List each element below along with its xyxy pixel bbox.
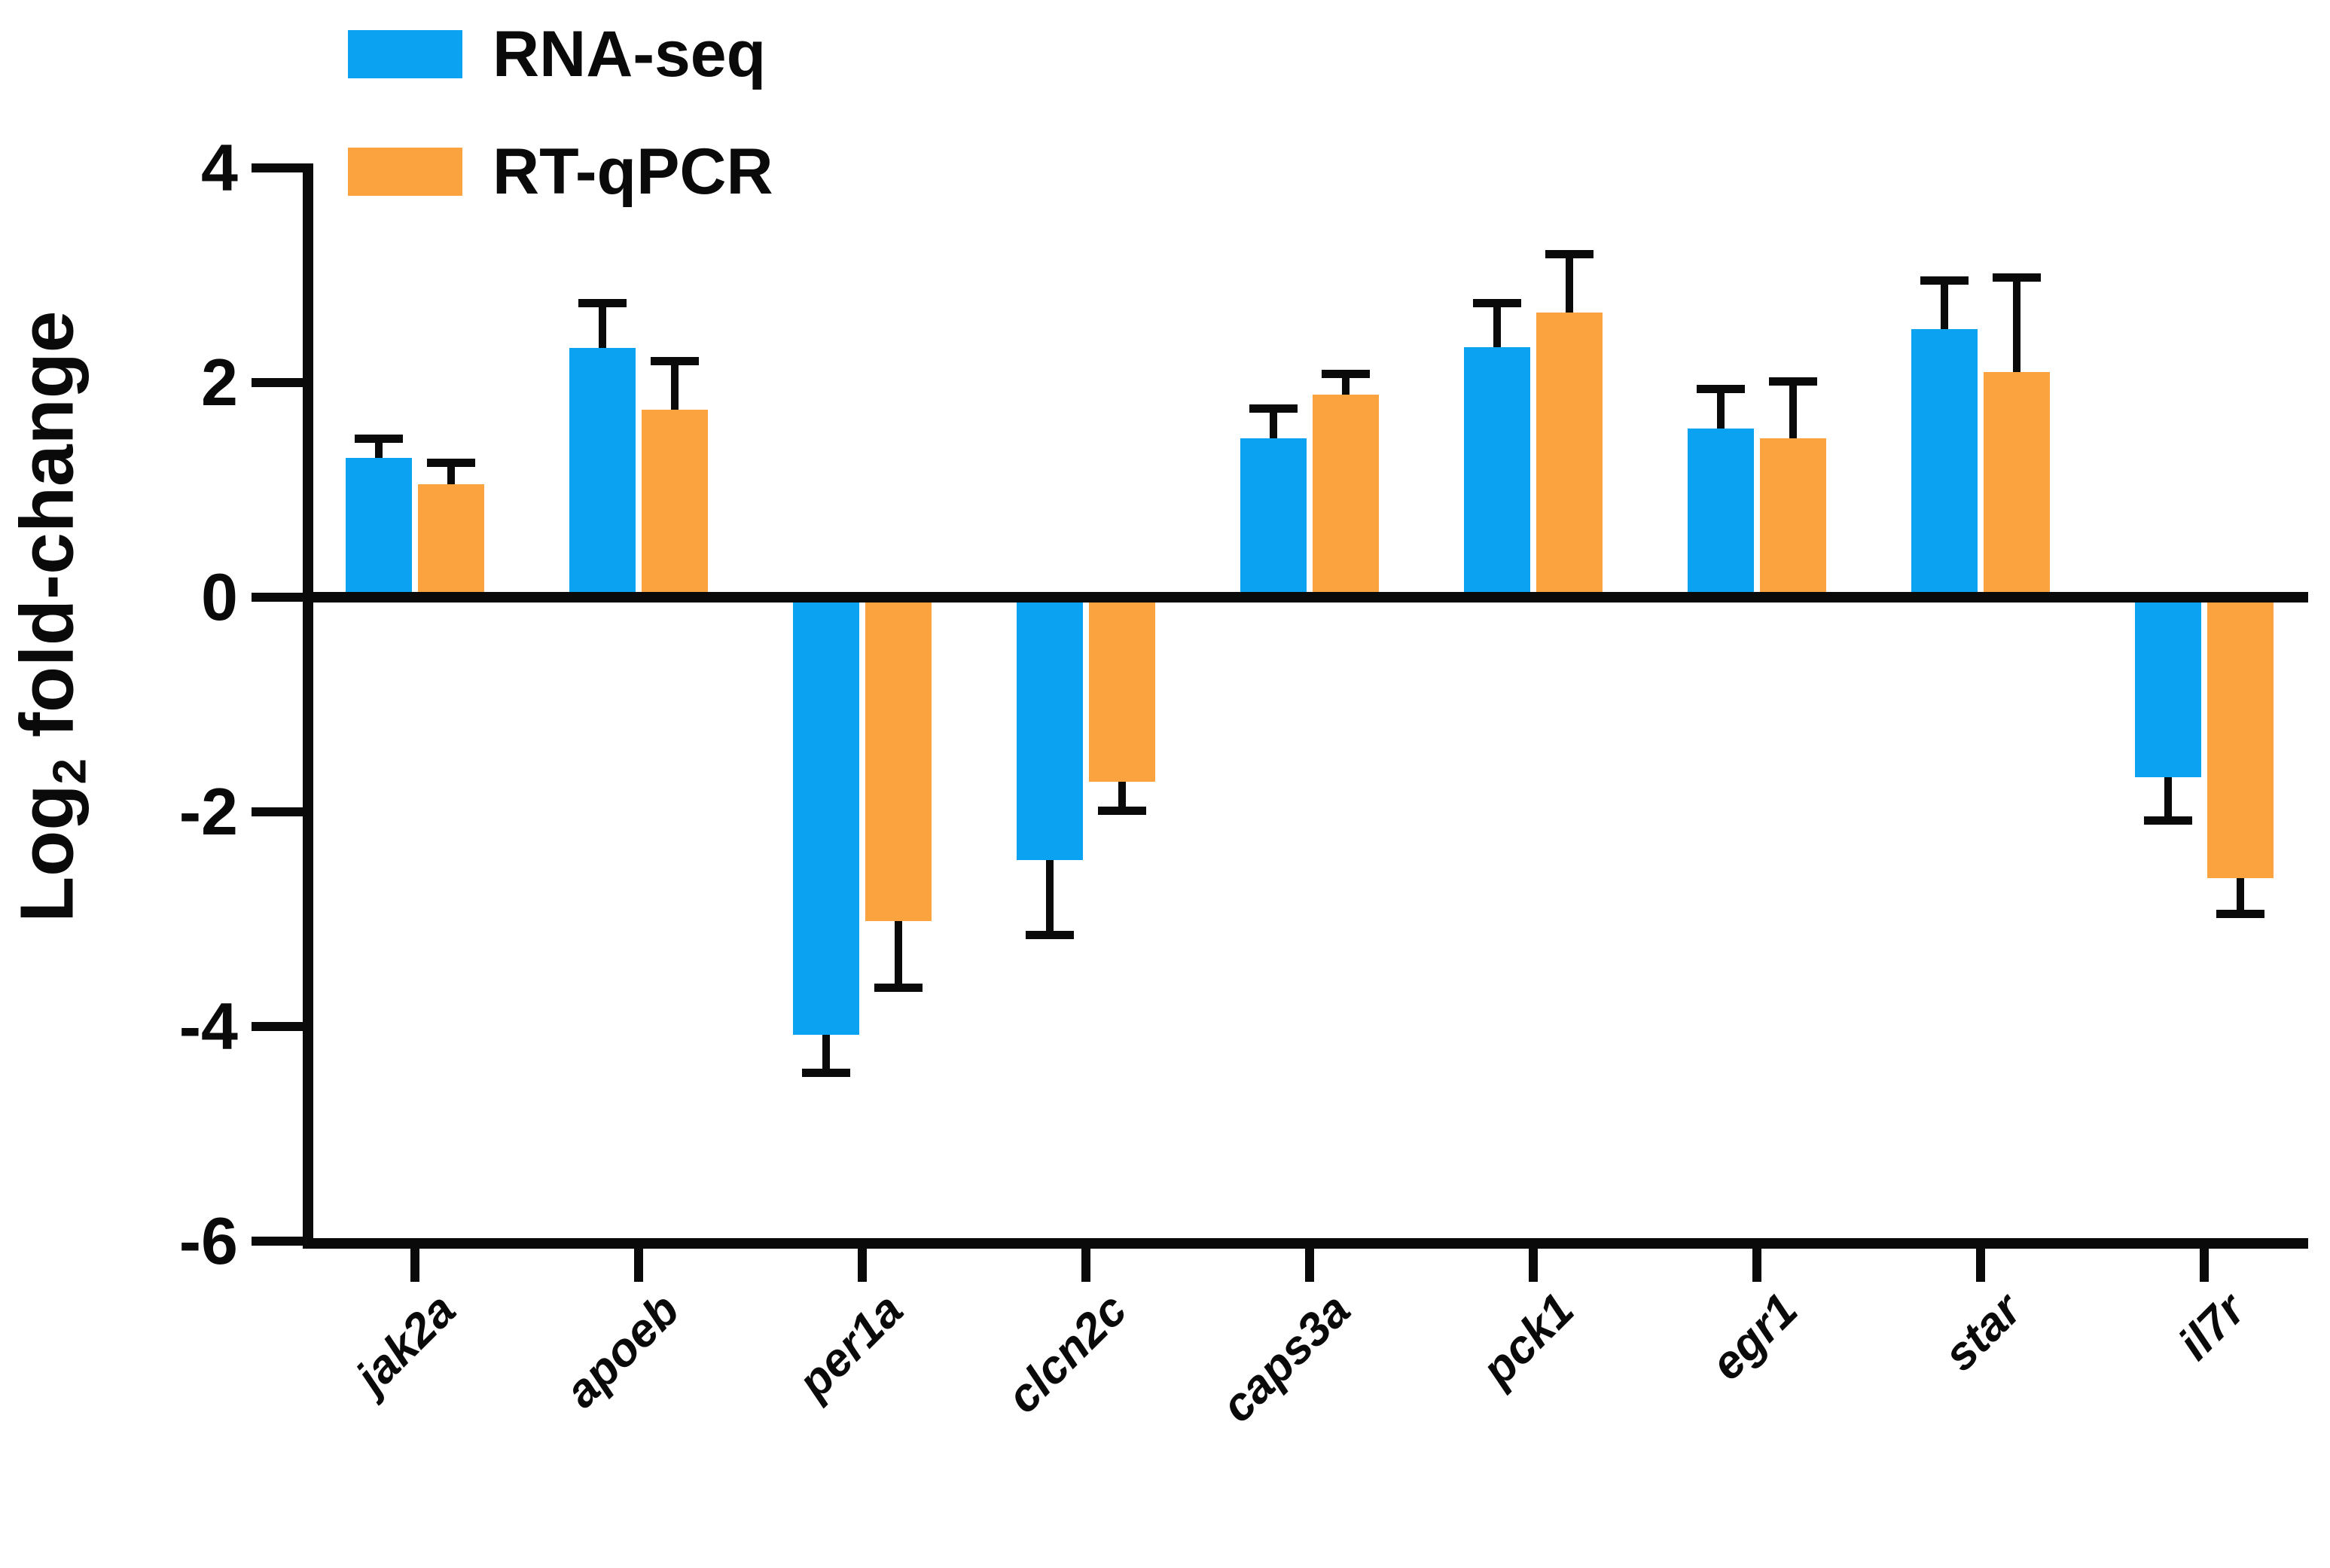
bar-rt-qpcr-star — [1984, 371, 2050, 597]
error-bar-stem-rna-seq-egr1 — [1717, 389, 1725, 429]
error-bar-stem-rt-qpcr-egr1 — [1789, 381, 1797, 439]
error-bar-stem-rna-seq-jak2a — [375, 438, 383, 458]
error-bar-stem-rna-seq-pck1 — [1493, 303, 1501, 347]
x-category-label-pck1: pck1 — [1471, 1283, 1584, 1396]
error-bar-stem-rt-qpcr-clcn2c — [1118, 782, 1126, 811]
x-axis-line — [303, 1238, 2308, 1249]
legend-swatch-rt-qpcr — [348, 148, 462, 196]
y-tick-label--4: -4 — [178, 989, 238, 1063]
error-bar-stem-rt-qpcr-jak2a — [447, 462, 455, 485]
error-bar-cap-rna-seq-clcn2c — [1026, 931, 1074, 940]
legend-label-rna-seq: RNA-seq — [493, 18, 767, 90]
error-bar-cap-rt-qpcr-star — [1993, 273, 2041, 282]
y-tick-label--2: -2 — [178, 774, 238, 849]
x-tick-star — [1976, 1249, 1985, 1282]
y-tick-0 — [252, 593, 303, 602]
x-tick-caps3a — [1305, 1249, 1314, 1282]
y-tick-4 — [252, 163, 303, 172]
x-tick-apoeb — [634, 1249, 643, 1282]
error-bar-stem-rt-qpcr-caps3a — [1342, 374, 1350, 395]
x-category-label-per1a: per1a — [788, 1283, 913, 1409]
x-category-label-egr1: egr1 — [1700, 1283, 1808, 1390]
error-bar-cap-rt-qpcr-caps3a — [1322, 370, 1370, 379]
bar-rt-qpcr-jak2a — [418, 484, 484, 597]
error-bar-cap-rna-seq-star — [1920, 276, 1969, 285]
bar-rt-qpcr-caps3a — [1313, 394, 1379, 597]
error-bar-stem-rt-qpcr-star — [2013, 277, 2020, 372]
legend-label-rt-qpcr: RT-qPCR — [493, 136, 773, 208]
error-bar-stem-rna-seq-caps3a — [1270, 408, 1277, 439]
x-tick-per1a — [858, 1249, 867, 1282]
bar-rna-seq-caps3a — [1240, 438, 1307, 597]
error-bar-stem-rna-seq-per1a — [822, 1035, 830, 1073]
error-bar-stem-rt-qpcr-il7r — [2237, 878, 2244, 914]
x-category-label-apoeb: apoeb — [555, 1283, 690, 1418]
error-bar-cap-rna-seq-caps3a — [1249, 404, 1298, 413]
bar-rna-seq-clcn2c — [1017, 597, 1083, 861]
y-tick--4 — [252, 1022, 303, 1031]
bar-rt-qpcr-egr1 — [1760, 438, 1826, 597]
error-bar-cap-rna-seq-il7r — [2144, 816, 2192, 825]
error-bar-cap-rt-qpcr-per1a — [874, 984, 923, 993]
error-bar-cap-rna-seq-jak2a — [355, 434, 403, 443]
bar-rna-seq-per1a — [793, 597, 859, 1036]
y-tick-label-4: 4 — [201, 130, 238, 205]
x-category-label-clcn2c: clcn2c — [997, 1283, 1137, 1423]
y-axis-line — [303, 163, 313, 1249]
bar-rna-seq-star — [1911, 328, 1978, 597]
x-tick-jak2a — [410, 1249, 419, 1282]
x-tick-pck1 — [1529, 1249, 1538, 1282]
x-category-label-jak2a: jak2a — [346, 1283, 466, 1404]
error-bar-stem-rt-qpcr-per1a — [895, 921, 902, 988]
error-bar-cap-rt-qpcr-jak2a — [427, 459, 475, 468]
error-bar-cap-rna-seq-per1a — [802, 1068, 850, 1077]
error-bar-cap-rt-qpcr-il7r — [2216, 909, 2264, 918]
x-category-label-star: star — [1934, 1283, 2032, 1381]
error-bar-cap-rt-qpcr-egr1 — [1769, 377, 1817, 386]
bar-rna-seq-jak2a — [346, 457, 412, 597]
y-tick-label-2: 2 — [201, 345, 238, 419]
error-bar-cap-rna-seq-pck1 — [1473, 299, 1521, 308]
y-tick--6 — [252, 1237, 303, 1246]
zero-line — [308, 592, 2308, 602]
y-tick-label--6: -6 — [178, 1203, 238, 1278]
bar-rt-qpcr-per1a — [865, 597, 932, 922]
bar-rna-seq-pck1 — [1464, 346, 1530, 597]
error-bar-cap-rna-seq-apoeb — [578, 299, 627, 308]
bar-rna-seq-il7r — [2135, 597, 2201, 778]
error-bar-stem-rt-qpcr-pck1 — [1566, 254, 1573, 313]
error-bar-cap-rt-qpcr-clcn2c — [1098, 807, 1146, 816]
bar-rt-qpcr-pck1 — [1536, 313, 1603, 597]
error-bar-stem-rna-seq-apoeb — [599, 303, 606, 349]
x-category-label-caps3a: caps3a — [1211, 1283, 1361, 1433]
bar-rt-qpcr-apoeb — [642, 409, 708, 597]
y-tick-label-0: 0 — [201, 560, 238, 634]
error-bar-stem-rna-seq-il7r — [2164, 777, 2172, 821]
x-tick-egr1 — [1752, 1249, 1761, 1282]
bar-rna-seq-apoeb — [569, 348, 636, 597]
y-tick-2 — [252, 378, 303, 387]
y-tick--2 — [252, 807, 303, 816]
error-bar-stem-rna-seq-star — [1941, 280, 1948, 329]
bar-rt-qpcr-clcn2c — [1089, 597, 1155, 782]
error-bar-stem-rt-qpcr-apoeb — [671, 361, 679, 410]
error-bar-cap-rt-qpcr-pck1 — [1545, 249, 1593, 258]
x-category-label-il7r: il7r — [2168, 1283, 2255, 1371]
x-tick-il7r — [2200, 1249, 2209, 1282]
error-bar-stem-rna-seq-clcn2c — [1046, 860, 1054, 935]
error-bar-cap-rt-qpcr-apoeb — [651, 357, 699, 365]
bar-rna-seq-egr1 — [1688, 429, 1754, 597]
error-bar-cap-rna-seq-egr1 — [1697, 385, 1745, 394]
legend-swatch-rna-seq — [348, 30, 462, 78]
x-tick-clcn2c — [1081, 1249, 1090, 1282]
bar-rt-qpcr-il7r — [2207, 597, 2274, 879]
